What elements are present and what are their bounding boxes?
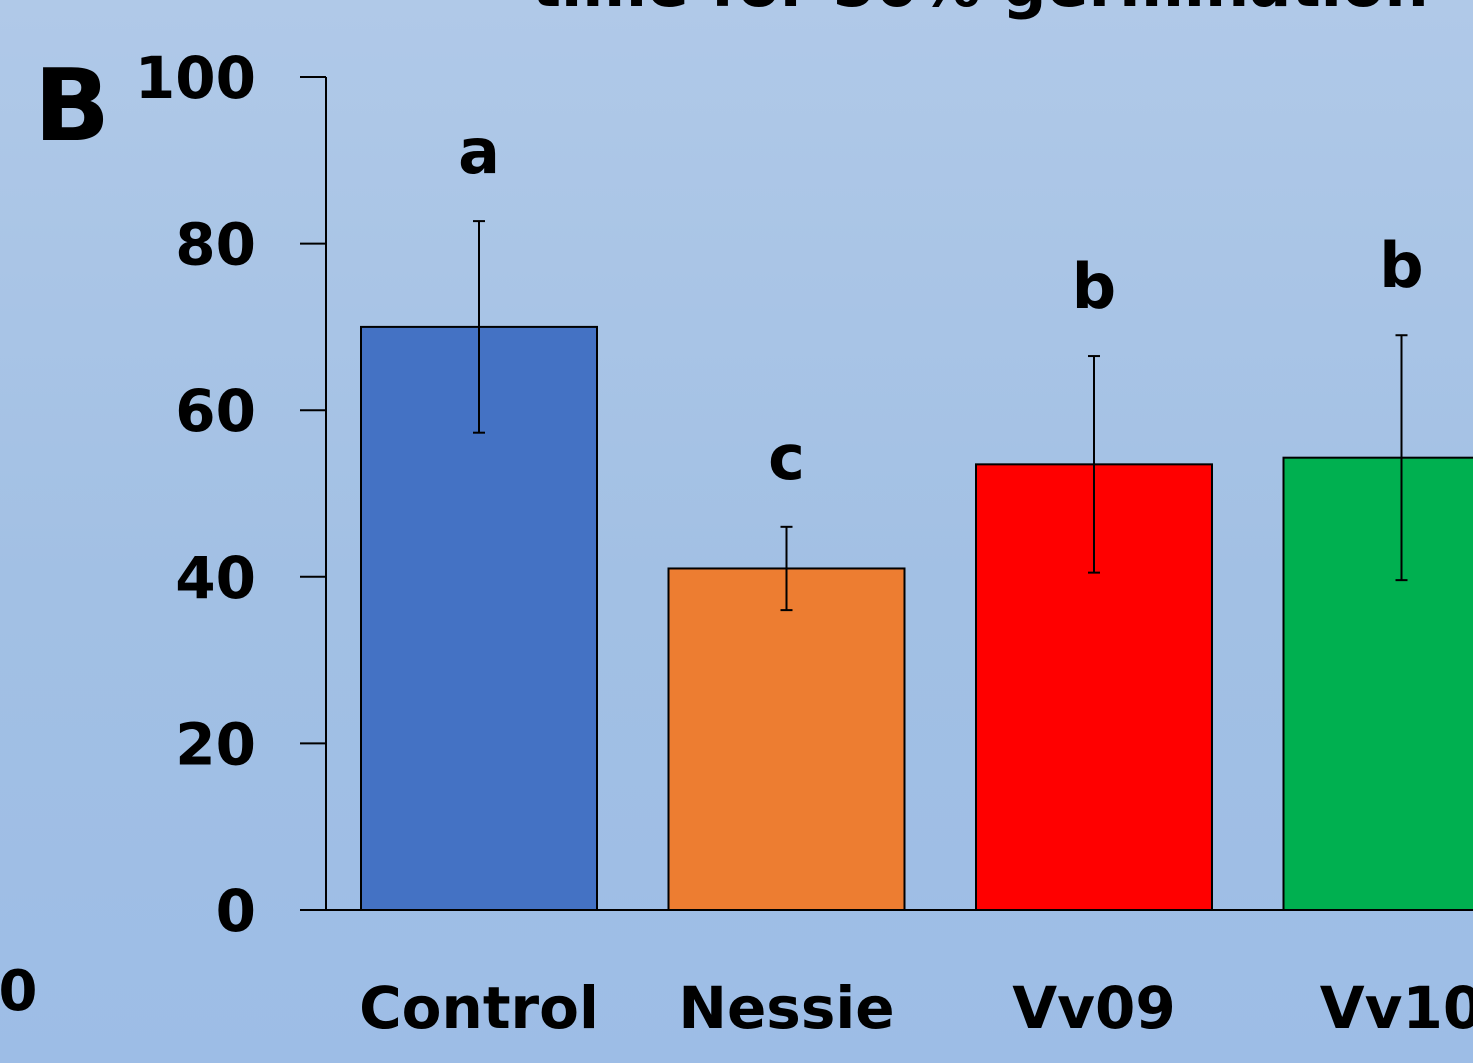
panel-label: B: [34, 47, 110, 164]
x-tick-label-vv10: Vv10: [1320, 974, 1473, 1042]
chart-title: time for 50% germination: [531, 0, 1428, 21]
significance-letter-nessie: c: [768, 421, 805, 494]
axes-layer: Control Nessie Vv09 Vv10 0 20 40 60 80 100: [135, 44, 1473, 1042]
y-tick-label-60: 60: [175, 377, 256, 445]
bar-nessie: [667, 567, 906, 911]
significance-letter-control: a: [458, 115, 500, 188]
x-tick-label-nessie: Nessie: [678, 974, 894, 1042]
y-tick-label-80: 80: [175, 211, 256, 279]
x-tick-label-control: Control: [359, 974, 599, 1042]
y-tick-label-0: 0: [216, 877, 256, 945]
significance-letter-vv10: b: [1379, 229, 1423, 302]
significance-letter-vv09: b: [1072, 250, 1116, 323]
y-tick-label-100: 100: [135, 44, 256, 112]
clipped-y-tick-label: 0: [0, 959, 37, 1024]
y-tick-label-40: 40: [175, 544, 256, 612]
x-tick-label-vv09: Vv09: [1012, 974, 1175, 1042]
bar-vv10: [1282, 456, 1473, 911]
y-tick-label-20: 20: [175, 710, 256, 778]
bars-layer: a c b b: [360, 115, 1473, 911]
